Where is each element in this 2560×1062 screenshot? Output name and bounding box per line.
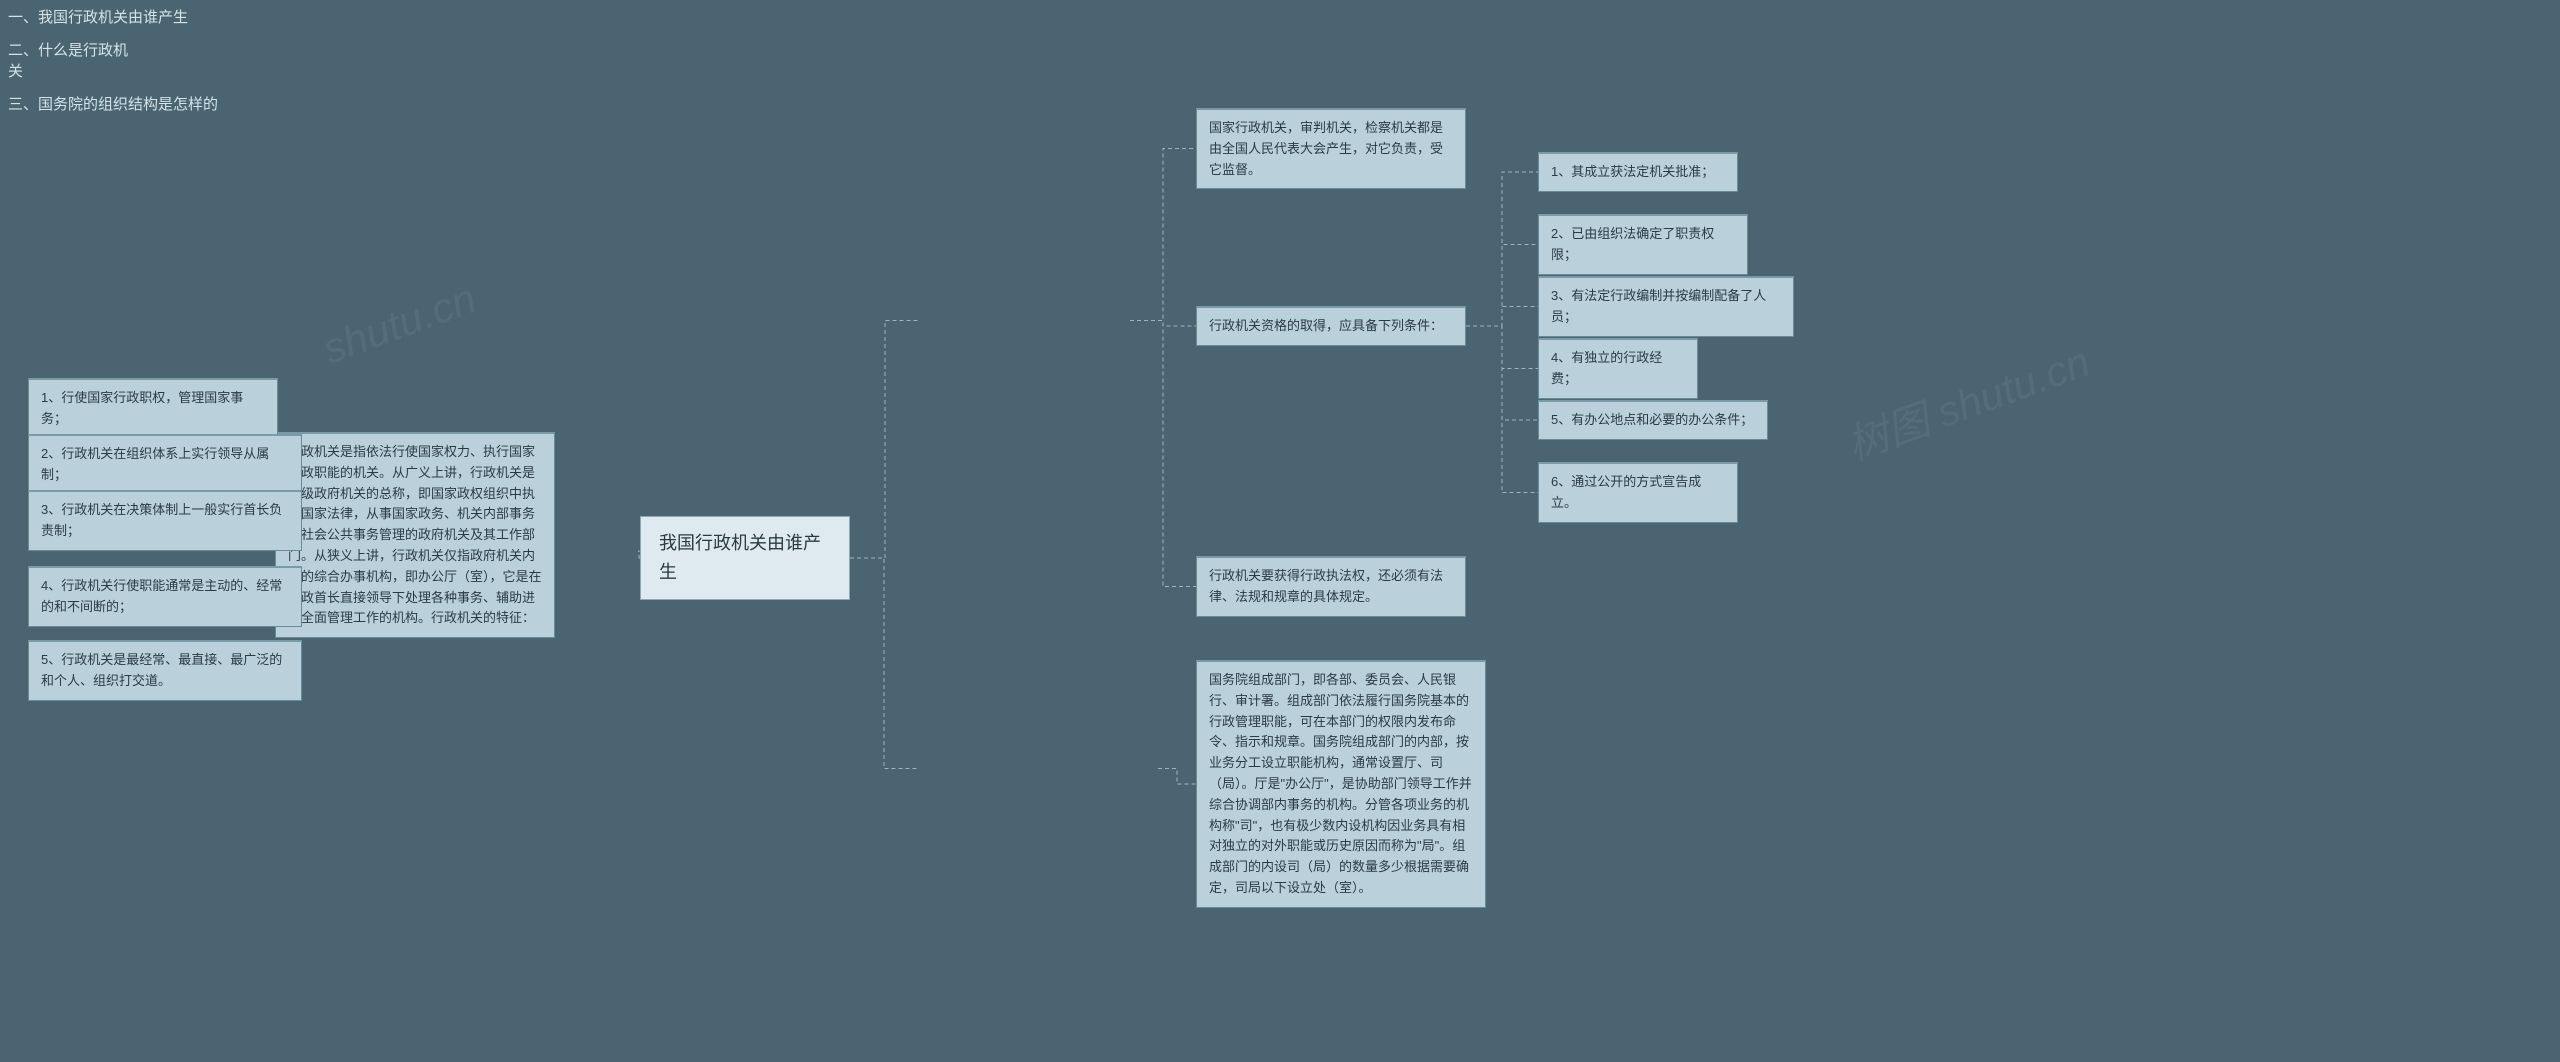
node-b2-c1-1[interactable]: 1、行使国家行政职权，管理国家事务； (28, 378, 278, 439)
node-b2-c1-3[interactable]: 3、行政机关在决策体制上一般实行首长负责制； (28, 490, 302, 551)
node-b1-c1[interactable]: 国家行政机关，审判机关，检察机关都是由全国人民代表大会产生，对它负责，受它监督。 (1196, 108, 1466, 189)
node-b2-c1-4[interactable]: 4、行政机关行使职能通常是主动的、经常的和不间断的； (28, 566, 302, 627)
node-b1-c2-6[interactable]: 6、通过公开的方式宣告成立。 (1538, 462, 1738, 523)
branch-1[interactable]: 一、我国行政机关由谁产生 (0, 0, 210, 33)
node-b2-c1[interactable]: 行政机关是指依法行使国家权力、执行国家行政职能的机关。从广义上讲，行政机关是一级… (275, 432, 555, 638)
branch-3[interactable]: 三、国务院的组织结构是怎样的 (0, 87, 240, 120)
node-b2-c1-5[interactable]: 5、行政机关是最经常、最直接、最广泛的和个人、组织打交道。 (28, 640, 302, 701)
node-b1-c2-3[interactable]: 3、有法定行政编制并按编制配备了人员； (1538, 276, 1794, 337)
root-node[interactable]: 我国行政机关由谁产生 (640, 516, 850, 600)
node-b1-c2-5[interactable]: 5、有办公地点和必要的办公条件； (1538, 400, 1768, 440)
node-b1-c2[interactable]: 行政机关资格的取得，应具备下列条件： (1196, 306, 1466, 346)
watermark: shutu.cn (317, 274, 483, 373)
node-b2-c1-2[interactable]: 2、行政机关在组织体系上实行领导从属制； (28, 434, 302, 495)
node-b3-c1[interactable]: 国务院组成部门，即各部、委员会、人民银行、审计署。组成部门依法履行国务院基本的行… (1196, 660, 1486, 908)
node-b1-c2-2[interactable]: 2、已由组织法确定了职责权限； (1538, 214, 1748, 275)
watermark: 树图 shutu.cn (1837, 328, 2097, 472)
node-b1-c3[interactable]: 行政机关要获得行政执法权，还必须有法律、法规和规章的具体规定。 (1196, 556, 1466, 617)
node-b1-c2-1[interactable]: 1、其成立获法定机关批准； (1538, 152, 1738, 192)
branch-2[interactable]: 二、什么是行政机关 (0, 33, 148, 87)
node-b1-c2-4[interactable]: 4、有独立的行政经费； (1538, 338, 1698, 399)
